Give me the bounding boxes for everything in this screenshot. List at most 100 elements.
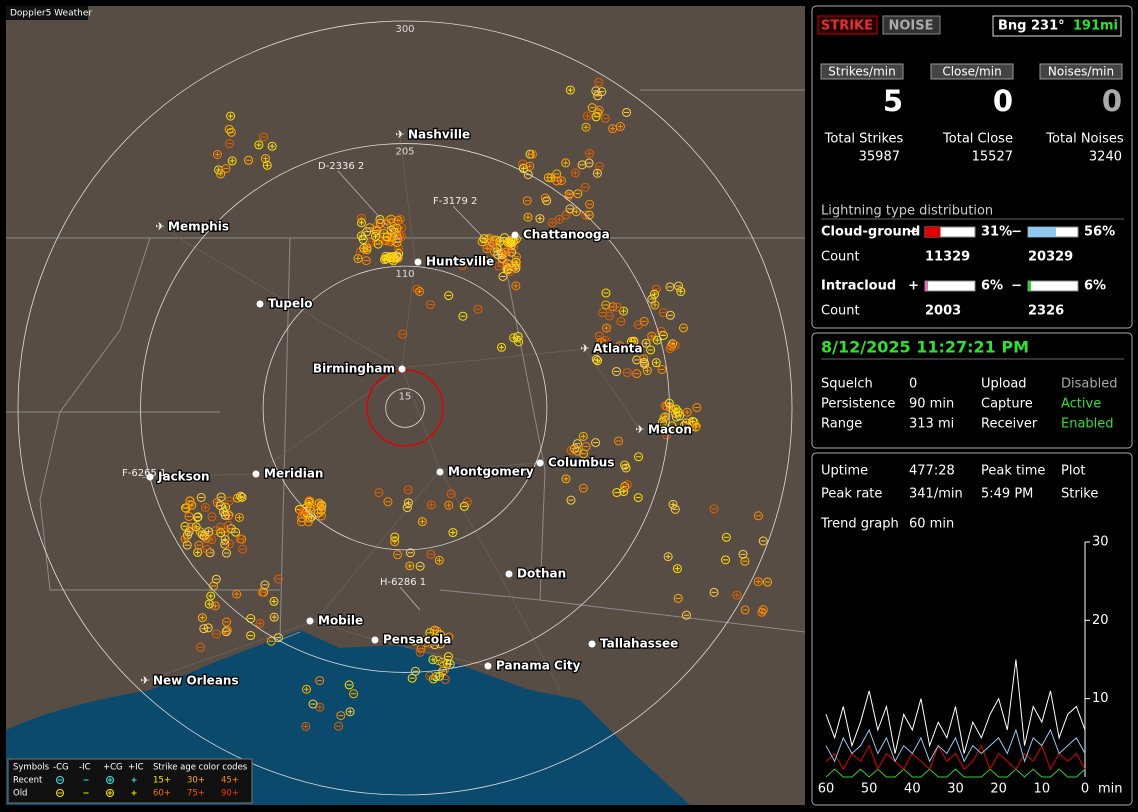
- city-label: Chattanooga: [523, 228, 610, 242]
- count: 2326: [1028, 304, 1064, 319]
- strike-ring: [192, 512, 202, 522]
- strike-ring: [211, 629, 221, 639]
- strike: [221, 627, 231, 637]
- strike-mode[interactable]: STRIKE: [821, 19, 873, 34]
- strike-ring: [296, 517, 306, 527]
- strike-ring: [665, 282, 675, 292]
- strike: [522, 196, 532, 206]
- strike-ring: [361, 256, 371, 266]
- strike-ring: [592, 168, 602, 178]
- strike: [315, 676, 325, 686]
- strike-ring: [227, 156, 237, 166]
- strike-ring: [260, 154, 270, 164]
- strike: [620, 481, 630, 491]
- strike-ring: [267, 141, 277, 151]
- strike: [584, 158, 594, 168]
- strike-ring: [459, 501, 469, 511]
- strike: [226, 111, 236, 121]
- strike: [182, 540, 192, 550]
- strike: [663, 552, 673, 562]
- strike: [547, 218, 557, 228]
- noise-mode[interactable]: NOISE: [888, 19, 933, 34]
- sign: +: [908, 279, 919, 294]
- strike: [393, 550, 403, 560]
- strike: [591, 438, 601, 448]
- status-box: [811, 332, 1133, 449]
- strike: [244, 155, 254, 165]
- strike-ring: [405, 548, 415, 558]
- strike: [383, 497, 393, 507]
- status-item: 313 mi: [909, 417, 954, 432]
- strike-ring: [484, 233, 494, 243]
- strike: [758, 536, 768, 546]
- strike-ring: [259, 132, 269, 142]
- strike-ring: [266, 636, 276, 646]
- strike-ring: [225, 139, 235, 149]
- storm-leader: [141, 476, 151, 479]
- storm-leader: [452, 205, 501, 256]
- age-code: 15+: [153, 776, 171, 786]
- x-tick-label: 60: [818, 782, 835, 797]
- pct-label: 56%: [1084, 225, 1115, 240]
- strike: [596, 337, 606, 347]
- strike-ring: [212, 150, 222, 160]
- strike-ring: [646, 345, 656, 355]
- strike-ring: [591, 354, 601, 364]
- strike: [753, 577, 763, 587]
- type-label: Cloud-ground: [821, 225, 920, 240]
- strike: [195, 642, 205, 652]
- airport-icon: ✈: [140, 674, 149, 687]
- status-item: Upload: [981, 377, 1027, 392]
- strike-ring: [216, 528, 226, 538]
- strike-ring: [201, 533, 211, 543]
- strike-ring: [581, 122, 591, 132]
- strike: [592, 168, 602, 178]
- legend-header: Symbols: [13, 763, 50, 773]
- rate-value: 5: [883, 84, 903, 118]
- strike: [362, 243, 372, 253]
- strike: [657, 364, 667, 374]
- strike: [579, 449, 589, 459]
- city-label: Meridian: [264, 467, 323, 481]
- strike-ring: [577, 160, 587, 170]
- x-unit: min: [1098, 782, 1123, 797]
- strike: [410, 666, 420, 676]
- range-ring: [385, 388, 425, 428]
- status-item: Disabled: [1061, 377, 1117, 392]
- strike-ring: [308, 699, 318, 709]
- bearing-box: [992, 15, 1122, 37]
- strike-ring: [402, 503, 412, 513]
- strike: [639, 357, 649, 367]
- strike-ring: [604, 311, 614, 321]
- strike-ring: [180, 534, 190, 544]
- strike: [202, 544, 212, 554]
- strike-ring: [244, 155, 254, 165]
- strike-ring: [269, 612, 279, 622]
- title-bg: [6, 6, 88, 20]
- strike: [317, 500, 327, 510]
- strike-ring: [368, 236, 378, 246]
- strike: [221, 548, 231, 558]
- strike: [626, 337, 636, 347]
- strike: [375, 218, 385, 228]
- strike-button[interactable]: [817, 15, 878, 35]
- strike: [546, 173, 556, 183]
- strike: [224, 539, 234, 549]
- strike: [220, 510, 230, 520]
- trend-line: [825, 728, 1086, 763]
- strike: [390, 537, 400, 547]
- strike-ring: [482, 244, 492, 254]
- strike-ring: [483, 235, 493, 245]
- strike: [622, 480, 632, 490]
- city-dot: [588, 640, 596, 648]
- noise-button[interactable]: [882, 15, 941, 35]
- strike-ring: [301, 721, 311, 731]
- strike-ring: [615, 122, 625, 132]
- strike-ring: [634, 452, 644, 462]
- strike: [203, 623, 213, 633]
- strike-ring: [619, 306, 629, 316]
- strike: [622, 107, 632, 117]
- strike-ring: [601, 300, 611, 310]
- strike-ring: [602, 323, 612, 333]
- strike-ring: [305, 503, 315, 513]
